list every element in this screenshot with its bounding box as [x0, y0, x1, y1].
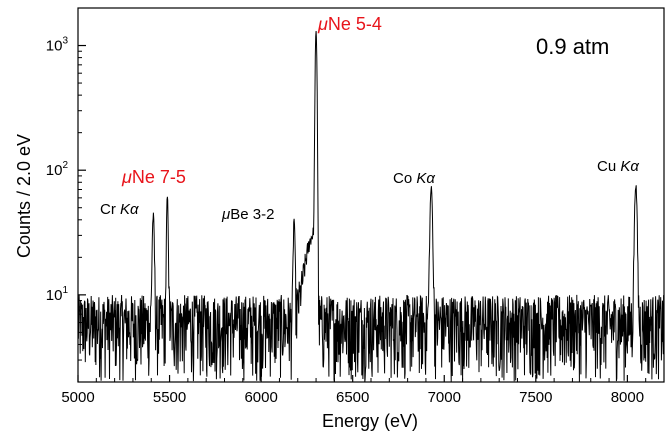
peak-annotation: μBe 3-2 [221, 206, 274, 223]
x-axis-label: Energy (eV) [322, 411, 418, 431]
y-tick-label: 101 [46, 285, 69, 304]
spectrum-line [78, 30, 664, 382]
peak-annotation: μNe 5-4 [317, 14, 382, 34]
peak-annotation: Cr Kα [100, 201, 139, 218]
x-axis-ticks: 5000 5500 6000 6500 7000 7500 8000 [61, 375, 647, 406]
x-tick-label: 5500 [153, 389, 186, 406]
x-tick-label: 5000 [61, 389, 94, 406]
plot-frame [77, 7, 665, 383]
peak-annotation: Cu Kα [597, 158, 639, 175]
x-tick-label: 7000 [428, 389, 461, 406]
peak-annotations: μNe 5-4 μNe 7-5 Cr Kα μBe 3-2 Co Kα Cu Kα [100, 14, 639, 223]
y-axis-ticks: 101 102 103 [46, 7, 86, 383]
y-tick-label: 102 [46, 160, 69, 179]
pressure-label: 0.9 atm [536, 34, 609, 59]
peak-annotation: Co Kα [393, 170, 435, 187]
x-tick-label: 6500 [336, 389, 369, 406]
peak-annotation: μNe 7-5 [121, 167, 186, 187]
x-tick-label: 6000 [244, 389, 277, 406]
x-tick-label: 7500 [519, 389, 552, 406]
plot-area [78, 30, 664, 382]
x-tick-label: 8000 [611, 389, 644, 406]
y-tick-label: 103 [46, 36, 69, 55]
y-axis-label: Counts / 2.0 eV [14, 134, 34, 258]
